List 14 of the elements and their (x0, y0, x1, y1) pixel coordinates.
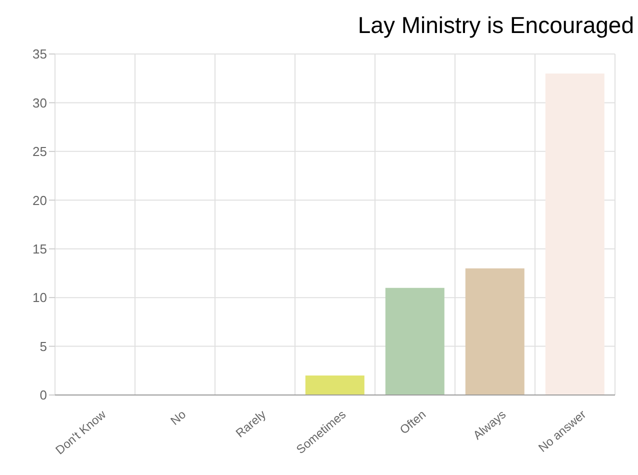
bar (385, 288, 444, 395)
y-tick-label: 10 (32, 290, 47, 306)
y-tick-label: 5 (40, 338, 47, 354)
y-tick-label: 20 (32, 192, 47, 208)
y-tick-label: 30 (32, 95, 47, 110)
bar (465, 268, 524, 395)
y-tick-label: 0 (40, 388, 47, 403)
y-tick-label: 25 (32, 144, 47, 160)
y-tick-label: 15 (32, 241, 47, 256)
bar (545, 73, 604, 395)
bar (305, 376, 364, 395)
y-tick-label: 35 (32, 46, 47, 62)
chart-title: Lay Ministry is Encouraged (358, 12, 634, 39)
x-tick-label: No (168, 407, 189, 428)
